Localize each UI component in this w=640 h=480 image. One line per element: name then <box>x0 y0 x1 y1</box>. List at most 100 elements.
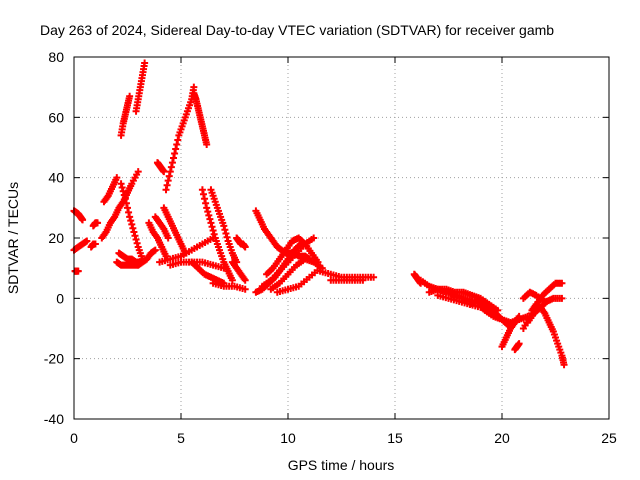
data-point <box>241 243 249 251</box>
data-point <box>134 261 142 269</box>
data-point <box>125 208 133 216</box>
data-point <box>201 195 209 203</box>
data-point <box>558 294 566 302</box>
data-point <box>208 223 216 231</box>
data-point <box>130 228 138 236</box>
x-tick-label: 0 <box>70 430 78 446</box>
data-point <box>202 199 210 207</box>
series-arc16 <box>153 159 168 176</box>
data-point <box>223 233 231 241</box>
axis-ticks: 0 5 10 15 20 25 -40 -20 0 20 40 60 80 <box>44 49 617 446</box>
series-arc5 <box>89 219 102 230</box>
y-tick-label: 80 <box>48 49 64 65</box>
data-point <box>190 83 198 91</box>
x-tick-label: 25 <box>601 430 617 446</box>
data-point <box>119 187 127 195</box>
data-point <box>370 273 378 281</box>
data-point <box>198 186 206 194</box>
data-point <box>163 181 171 189</box>
data-point <box>222 229 230 237</box>
series-arc4 <box>87 240 99 251</box>
data-point <box>558 279 566 287</box>
series-arc43 <box>511 340 523 354</box>
data-point <box>204 208 212 216</box>
data-point <box>131 232 139 240</box>
x-axis-label: GPS time / hours <box>288 457 395 473</box>
data-point <box>170 154 178 162</box>
data-point <box>220 222 228 230</box>
x-tick-label: 20 <box>494 430 510 446</box>
series-arc42 <box>498 312 523 351</box>
data-point <box>207 219 215 227</box>
series-arc1 <box>70 207 87 224</box>
series-arc3 <box>71 267 82 275</box>
data-point <box>205 211 213 219</box>
series-arc26 <box>233 234 249 251</box>
data-point <box>132 236 140 244</box>
data-point <box>209 226 217 234</box>
series-arc14 <box>145 219 170 260</box>
data-point <box>164 234 172 242</box>
data-point <box>141 59 149 67</box>
series-arc23 <box>198 186 236 284</box>
series-arc15 <box>151 213 172 242</box>
data-point <box>199 190 207 198</box>
data-point <box>160 168 168 176</box>
data-point <box>206 215 214 223</box>
data-point <box>121 195 129 203</box>
data-point <box>79 216 87 224</box>
data-point <box>117 180 125 188</box>
y-tick-label: -20 <box>44 351 64 367</box>
data-point <box>74 267 82 275</box>
data-point <box>129 224 137 232</box>
data-point <box>515 312 523 320</box>
chart-title: Day 263 of 2024, Sidereal Day-to-day VTE… <box>40 22 554 38</box>
data-point <box>221 226 229 234</box>
data-point <box>541 297 549 305</box>
x-tick-label: 10 <box>280 430 296 446</box>
data-point <box>126 213 134 221</box>
data-point <box>168 159 176 167</box>
data-point <box>151 246 159 254</box>
series-arc19 <box>156 234 217 266</box>
data-point <box>241 276 249 284</box>
data-point <box>166 168 174 176</box>
series-arc35 <box>327 276 367 284</box>
data-point <box>310 234 318 242</box>
data-point <box>126 92 134 100</box>
data-point <box>165 172 173 180</box>
data-point <box>162 186 170 194</box>
series-arc20 <box>160 204 189 257</box>
x-tick-label: 5 <box>177 430 185 446</box>
data-point <box>172 145 180 153</box>
series-arc13 <box>113 258 142 269</box>
data-point <box>359 276 367 284</box>
y-tick-label: 20 <box>48 230 64 246</box>
data-point <box>171 150 179 158</box>
series-arc11 <box>117 180 146 263</box>
data-point <box>122 199 130 207</box>
series-arc24 <box>207 186 241 266</box>
data-point <box>91 240 99 248</box>
series-arc46 <box>528 300 568 369</box>
data-point <box>134 168 142 176</box>
data-point <box>94 219 102 227</box>
series-arc10 <box>132 59 149 115</box>
data-point <box>210 230 218 238</box>
series-arc9 <box>117 92 134 139</box>
x-tick-label: 15 <box>387 430 403 446</box>
data-point <box>133 239 141 247</box>
data-point <box>124 204 131 212</box>
y-tick-label: 60 <box>48 109 64 125</box>
y-tick-label: 0 <box>56 290 64 306</box>
data-point <box>120 191 128 199</box>
series-arc27 <box>228 258 249 284</box>
data-point <box>515 340 523 348</box>
data-point <box>83 237 91 245</box>
y-tick-label: 40 <box>48 170 64 186</box>
data-point <box>118 183 126 191</box>
data-point <box>173 140 181 148</box>
data-points <box>70 59 568 369</box>
